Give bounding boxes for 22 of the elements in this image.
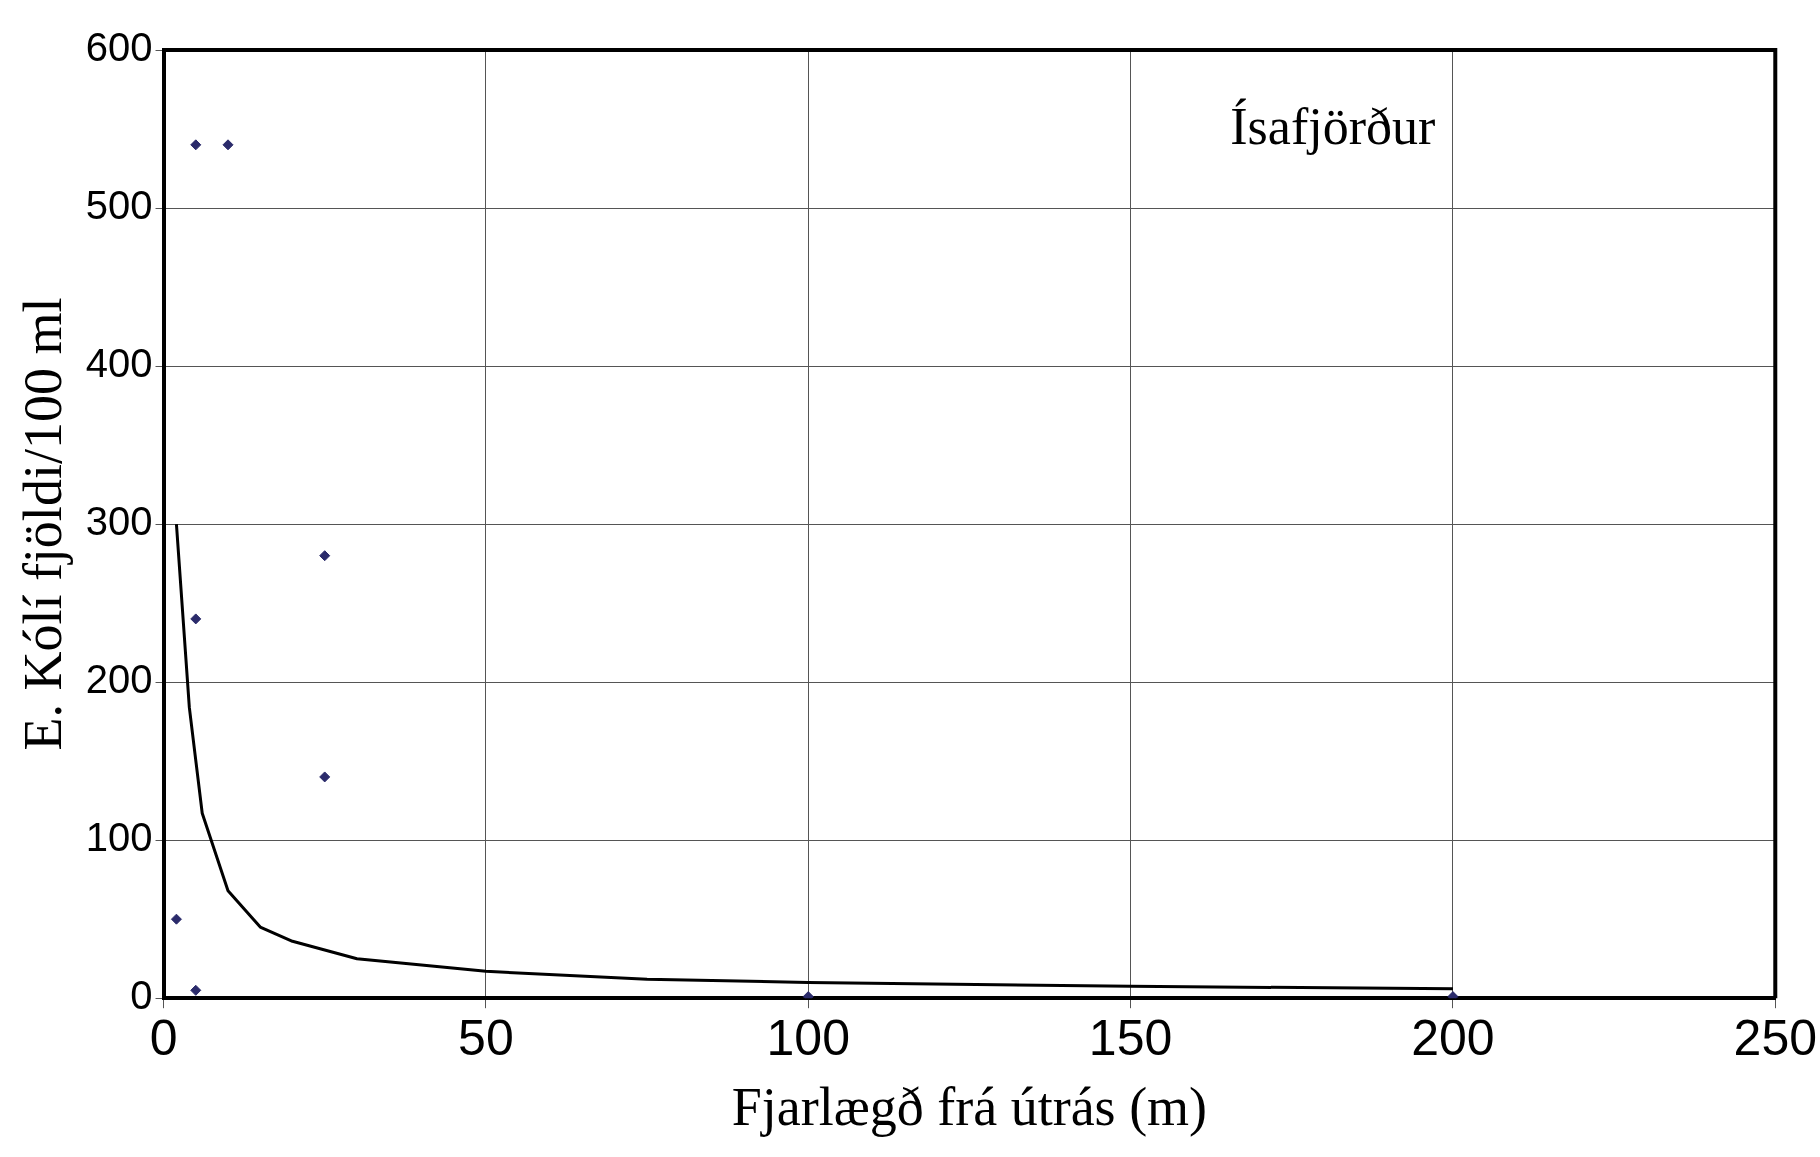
point [190,984,202,996]
y-tick-label: 400 [85,341,153,386]
annotation: Ísafjörður [1230,97,1436,155]
y-tick-label: 600 [85,25,153,70]
x-tick-label: 200 [1411,1009,1495,1066]
x-axis-title: Fjarlægð frá útrás (m) [731,1076,1208,1137]
y-tick-label: 100 [85,815,153,860]
y-axis-title: E. Kólí fjöldi/100 ml [12,297,73,751]
point [319,550,331,562]
point [190,139,202,151]
point [222,139,234,151]
y-tick-label: 200 [85,657,153,702]
x-tick-label: 50 [458,1009,514,1066]
point [190,613,202,625]
x-tick-label: 100 [766,1009,850,1066]
y-tick-label: 0 [130,973,153,1018]
y-tick-label: 500 [85,183,153,228]
point [170,913,182,925]
y-tick-label: 300 [85,499,153,544]
x-tick-label: 150 [1088,1009,1173,1066]
point [319,771,331,783]
x-tick-label: 250 [1733,1009,1818,1066]
